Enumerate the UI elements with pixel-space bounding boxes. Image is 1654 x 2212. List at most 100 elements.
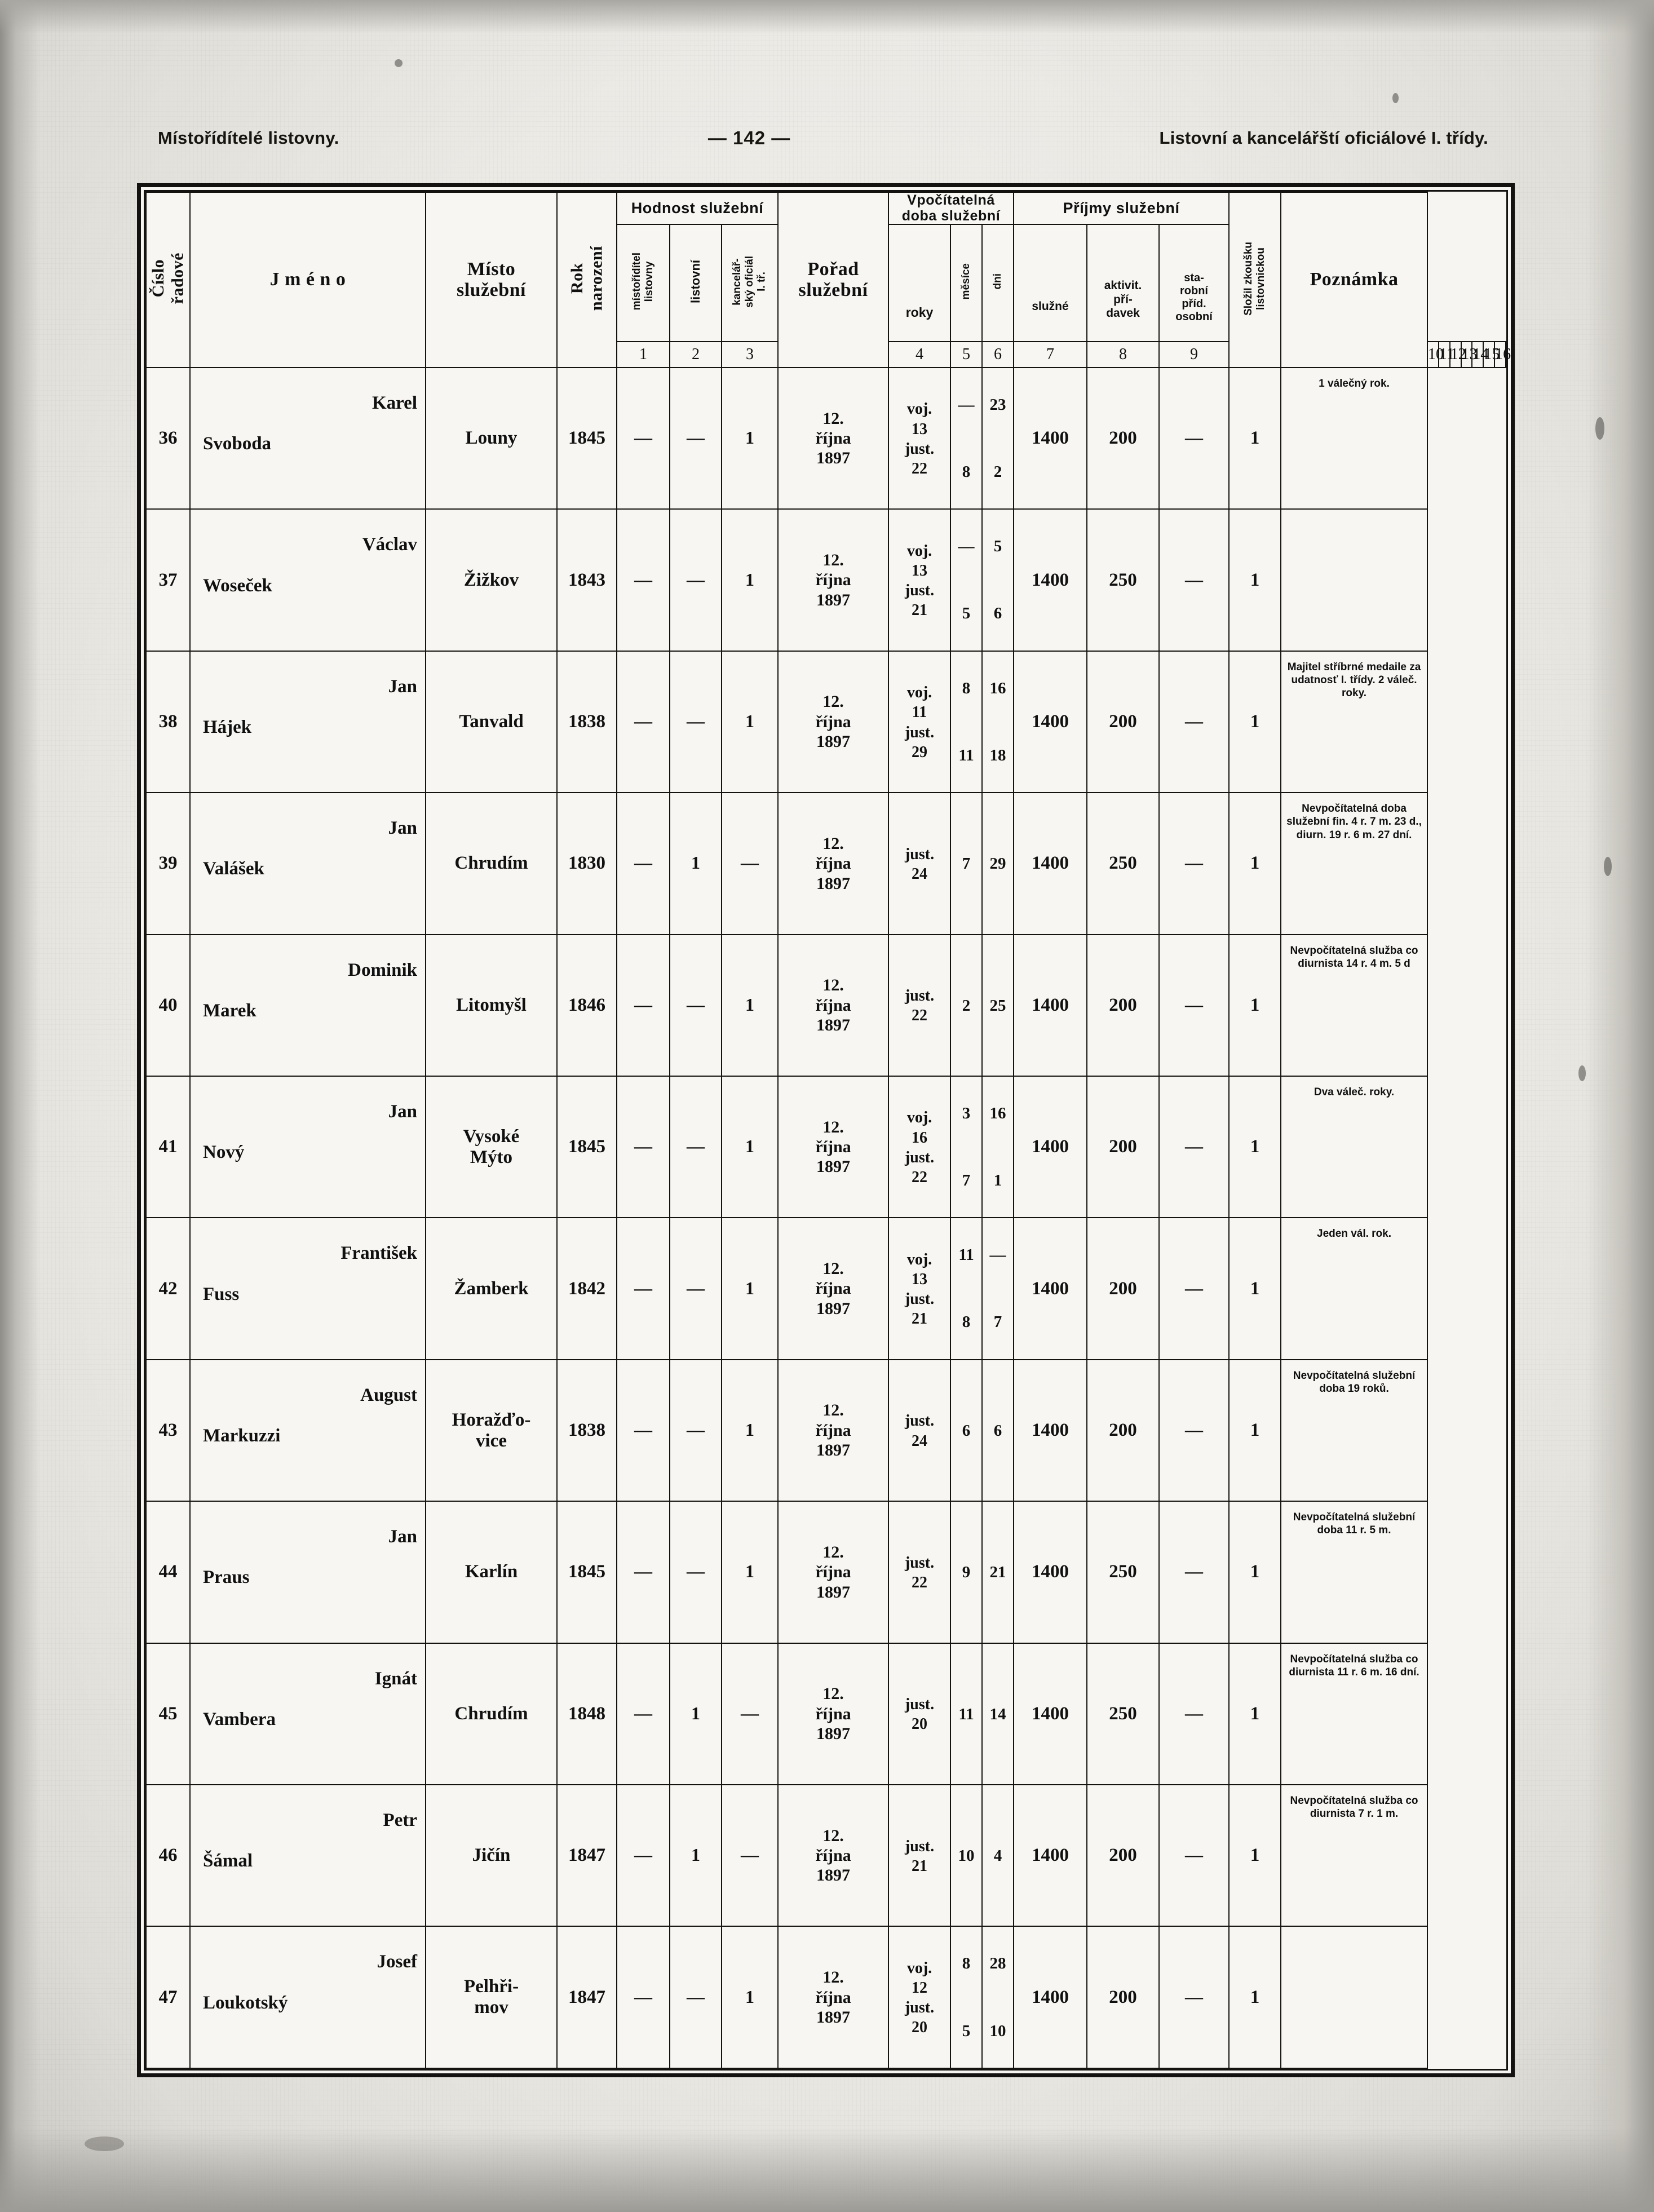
prijem-sluzne: 1400 (1013, 508, 1088, 652)
place-of-service: Žamberk (425, 1217, 558, 1360)
th-group-hodnost-sluzebni: Hodnost služební (616, 192, 779, 225)
vpocit-dni: 28 10 (981, 1926, 1015, 2069)
officials-register-table: Číslo řadové J m é n o Místo služební Ro… (145, 192, 1511, 2069)
vpocit-dni: 16 1 (981, 1076, 1015, 1219)
name-cell: August Markuzzi (189, 1359, 426, 1502)
note-text: Nevpočítatelná služba co diurnista 14 r.… (1290, 944, 1418, 970)
prijem-starobni-pridavek: — (1158, 1359, 1230, 1502)
th-mistoriditel-listovny: místořídítel listovny (616, 224, 670, 342)
note-text: Nevpočítatelná služební doba 19 roků. (1293, 1369, 1416, 1395)
place-of-service: Tanvald (425, 650, 558, 794)
th-rok-narozeni: Rok narození (556, 192, 617, 368)
prijem-aktivitni-pridavek: 200 (1086, 366, 1160, 510)
scan-edge-left (0, 0, 39, 2212)
porad-sluzebni: 12. října 1897 (777, 1501, 890, 1644)
prijem-sluzne: 1400 (1013, 934, 1088, 1077)
rank-listovni: — (669, 508, 722, 652)
birth-year: 1846 (556, 934, 617, 1077)
th-roky: roky (888, 224, 952, 342)
rank-mistoriditel: — (616, 1642, 670, 1786)
rank-mistoriditel: — (616, 366, 670, 510)
surname: Vambera (203, 1709, 276, 1729)
porad-sluzebni: 12. října 1897 (777, 1642, 890, 1786)
place-of-service: Žižkov (425, 508, 558, 652)
colnum-3: 3 (720, 341, 779, 368)
vpocit-mesice: —5 (950, 508, 983, 652)
prijem-starobni-pridavek: — (1158, 1784, 1230, 1927)
prijem-sluzne: 1400 (1013, 650, 1088, 794)
birth-year: 1845 (556, 1501, 617, 1644)
vpocit-dni: 16 18 (981, 650, 1015, 794)
rank-mistoriditel: — (616, 1076, 670, 1219)
prijem-sluzne: 1400 (1013, 1642, 1088, 1786)
rank-listovni: — (669, 1076, 722, 1219)
row-number: 46 (145, 1784, 191, 1927)
rank-kancelarsky: 1 (720, 1501, 779, 1644)
porad-sluzebni: 12. října 1897 (777, 1076, 890, 1219)
vpocit-mesice: 11 8 (950, 1217, 983, 1360)
name-cell: Ignát Vambera (189, 1642, 426, 1786)
vpocit-mesice: 2 (950, 934, 983, 1077)
th-cislo-radove: Číslo řadové (145, 192, 191, 368)
rank-listovni: 1 (669, 1642, 722, 1786)
colnum-16: 16 (1494, 341, 1511, 368)
prijem-aktivitni-pridavek: 200 (1086, 1076, 1160, 1219)
register-table-frame: Číslo řadové J m é n o Místo služební Ro… (137, 183, 1515, 2077)
table-row: 37 Václav Woseček Žižkov 1843— —1 12. října 1897… (145, 508, 1506, 652)
vpocit-roky: voj. 16 just. 22 (888, 1076, 952, 1219)
vpocit-mesice: —8 (950, 366, 983, 510)
th-slozil-zkousku: Složil zkoušku listovnickou (1228, 192, 1282, 368)
birth-year: 1847 (556, 1784, 617, 1927)
table-row: 36 Karel Svoboda Louny 1845— —1 12. října 1897 vo… (145, 366, 1506, 510)
poznamka: Nevpočítatelná služba co diurnista 14 r.… (1280, 934, 1429, 1077)
vpocit-roky: just. 24 (888, 1359, 952, 1502)
poznamka (1280, 508, 1429, 652)
register-table-inner-frame: Číslo řadové J m é n o Místo služební Ro… (144, 190, 1511, 2071)
row-number: 44 (145, 1501, 191, 1644)
vpocit-mesice: 10 (950, 1784, 983, 1927)
slozil-zkousku: 1 (1228, 1642, 1282, 1786)
name-cell: Jan Hájek (189, 650, 426, 794)
rank-listovni: — (669, 934, 722, 1077)
note-text: Dva váleč. roky. (1314, 1086, 1395, 1099)
slozil-zkousku: 1 (1228, 792, 1282, 935)
rank-listovni: 1 (669, 792, 722, 935)
colnum-12: 12 (1449, 341, 1466, 368)
rank-mistoriditel: — (616, 508, 670, 652)
place-of-service: Litomyšl (425, 934, 558, 1077)
birth-year: 1830 (556, 792, 617, 935)
rank-listovni: 1 (669, 1784, 722, 1927)
prijem-sluzne: 1400 (1013, 1784, 1088, 1927)
prijem-starobni-pridavek: — (1158, 1642, 1230, 1786)
prijem-aktivitni-pridavek: 200 (1086, 650, 1160, 794)
porad-sluzebni: 12. října 1897 (777, 1926, 890, 2069)
vpocit-mesice: 11 (950, 1642, 983, 1786)
vpocit-roky: voj. 13 just. 21 (888, 1217, 952, 1360)
surname: Fuss (203, 1284, 240, 1304)
prijem-starobni-pridavek: — (1158, 1076, 1230, 1219)
vpocit-dni: 4 (981, 1784, 1015, 1927)
birth-year: 1848 (556, 1642, 617, 1786)
table-row: 41 Jan Nový Vysoké Mýto 1845— —1 12. října 1897 vo… (145, 1076, 1506, 1219)
th-porad-sluzebni: Pořad služební (777, 192, 890, 368)
th-group-prijmy-sluzebni: Příjmy služební (1013, 192, 1230, 225)
th-kancelarsky-oficial: kancelář- ský oficiál I. tř. (720, 224, 779, 342)
surname: Marek (203, 1000, 256, 1021)
colnum-13: 13 (1460, 341, 1478, 368)
vpocit-dni: —7 (981, 1217, 1015, 1360)
table-row: 38 Jan Hájek Tanvald 1838— —1 12. října 1897 voj.… (145, 650, 1506, 794)
scan-edge-top (0, 0, 1654, 34)
colnum-10: 10 (1427, 341, 1444, 368)
name-cell: Josef Loukotský (189, 1926, 426, 2069)
porad-sluzebni: 12. října 1897 (777, 366, 890, 510)
prijem-sluzne: 1400 (1013, 1217, 1088, 1360)
name-cell: Václav Woseček (189, 508, 426, 652)
th-aktivitni-pridavek: aktivit. pří- davek (1086, 224, 1160, 342)
scan-speck (1578, 1065, 1586, 1081)
slozil-zkousku: 1 (1228, 508, 1282, 652)
prijem-aktivitni-pridavek: 200 (1086, 1926, 1160, 2069)
name-cell: Dominik Marek (189, 934, 426, 1077)
first-name: Karel (372, 392, 417, 413)
place-of-service: Jičín (425, 1784, 558, 1927)
